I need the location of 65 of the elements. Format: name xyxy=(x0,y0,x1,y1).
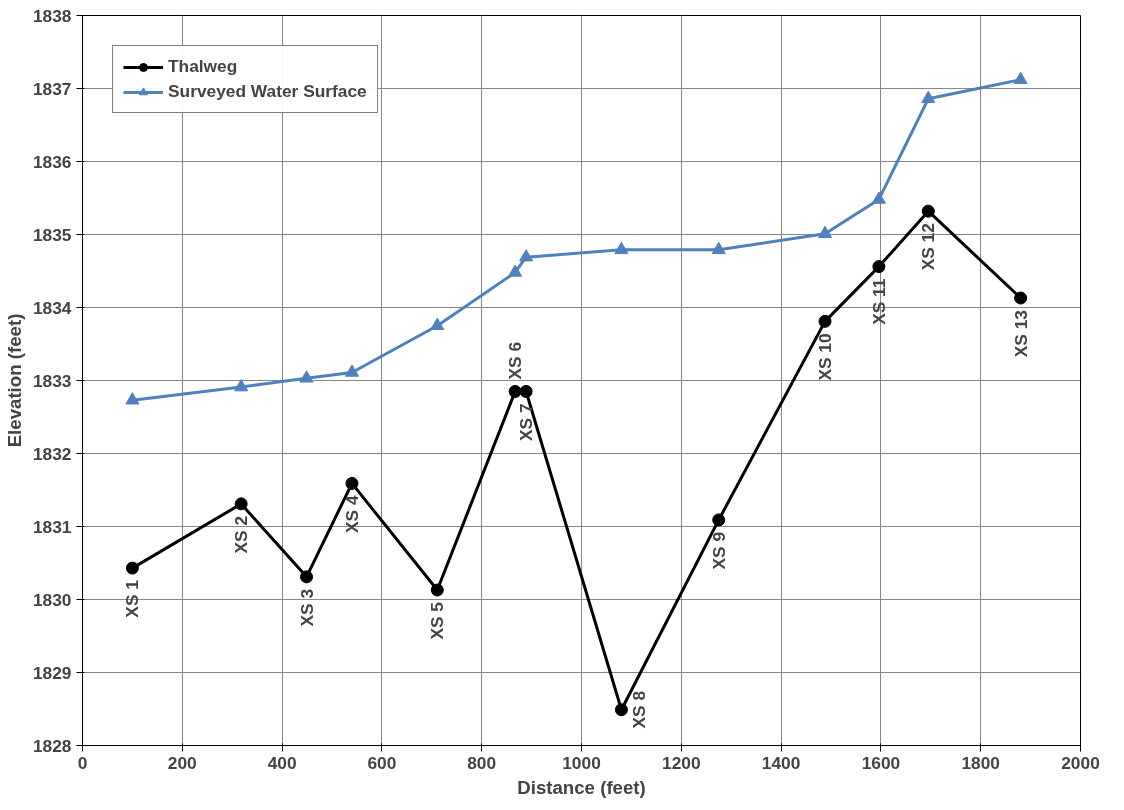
annotation: XS 12 xyxy=(918,223,939,271)
y-tick-label: 1829 xyxy=(32,662,72,683)
point xyxy=(125,561,139,575)
x-tick-label: 1200 xyxy=(662,752,701,773)
x-tick-label: 200 xyxy=(167,752,197,773)
y-tick-label: 1835 xyxy=(32,224,72,245)
annotation: XS 8 xyxy=(629,690,650,729)
x-tick-label: 1600 xyxy=(861,752,901,773)
point xyxy=(614,703,628,717)
y-tick-label: 1838 xyxy=(32,5,72,26)
legend-label: Thalweg xyxy=(168,56,238,77)
point xyxy=(818,225,833,239)
point xyxy=(300,570,314,584)
y-tick-label: 1834 xyxy=(32,297,72,318)
point xyxy=(921,204,935,218)
x-tick-label: 1000 xyxy=(562,752,601,773)
annotation: XS 9 xyxy=(708,531,729,570)
y-tick-label: 1837 xyxy=(32,78,72,99)
x-tick-label: 800 xyxy=(467,752,497,773)
x-tick-label: 400 xyxy=(267,752,297,773)
point xyxy=(344,364,359,377)
point xyxy=(508,384,522,398)
point xyxy=(430,317,445,330)
annotation: XS 4 xyxy=(341,495,362,533)
annotation: XS 1 xyxy=(122,579,143,618)
point xyxy=(1013,71,1028,84)
x-tick-label: 600 xyxy=(367,752,397,773)
point xyxy=(614,241,629,255)
y-tick-label: 1832 xyxy=(32,443,72,464)
annotation: XS 2 xyxy=(231,515,252,554)
x-tick-label: 1800 xyxy=(961,752,1000,773)
y-tick-label: 1833 xyxy=(32,370,72,391)
point xyxy=(921,90,936,103)
x-tick-label: 1400 xyxy=(761,752,801,773)
point xyxy=(818,314,832,328)
annotation: XS 5 xyxy=(427,601,448,640)
point xyxy=(345,476,359,490)
x-tick-label: 2000 xyxy=(1061,752,1100,773)
point xyxy=(712,513,726,527)
legend-label: Surveyed Water Surface xyxy=(168,81,367,102)
annotation: XS 13 xyxy=(1010,309,1031,358)
point xyxy=(872,260,886,274)
annotation: XS 11 xyxy=(868,278,889,325)
point xyxy=(711,241,726,255)
annotation: XS 10 xyxy=(815,333,836,381)
point xyxy=(299,370,314,383)
y-tick-label: 1831 xyxy=(32,516,72,537)
point xyxy=(430,583,444,597)
y-tick-label: 1830 xyxy=(32,589,72,610)
point xyxy=(125,392,140,405)
point xyxy=(519,249,534,262)
point xyxy=(234,379,249,392)
point xyxy=(234,497,248,511)
annotation: XS 6 xyxy=(505,341,526,380)
point xyxy=(1014,291,1028,305)
y-tick-label: 1828 xyxy=(32,735,72,756)
point xyxy=(871,191,886,204)
annotation: XS 7 xyxy=(516,403,537,442)
x-axis-title: Distance (feet) xyxy=(517,776,646,798)
y-axis-title: Elevation (feet) xyxy=(3,313,25,448)
point xyxy=(508,264,523,277)
point xyxy=(519,384,533,398)
x-tick-label: 0 xyxy=(77,752,88,773)
annotation: XS 3 xyxy=(296,588,317,627)
y-tick-label: 1836 xyxy=(32,151,72,172)
